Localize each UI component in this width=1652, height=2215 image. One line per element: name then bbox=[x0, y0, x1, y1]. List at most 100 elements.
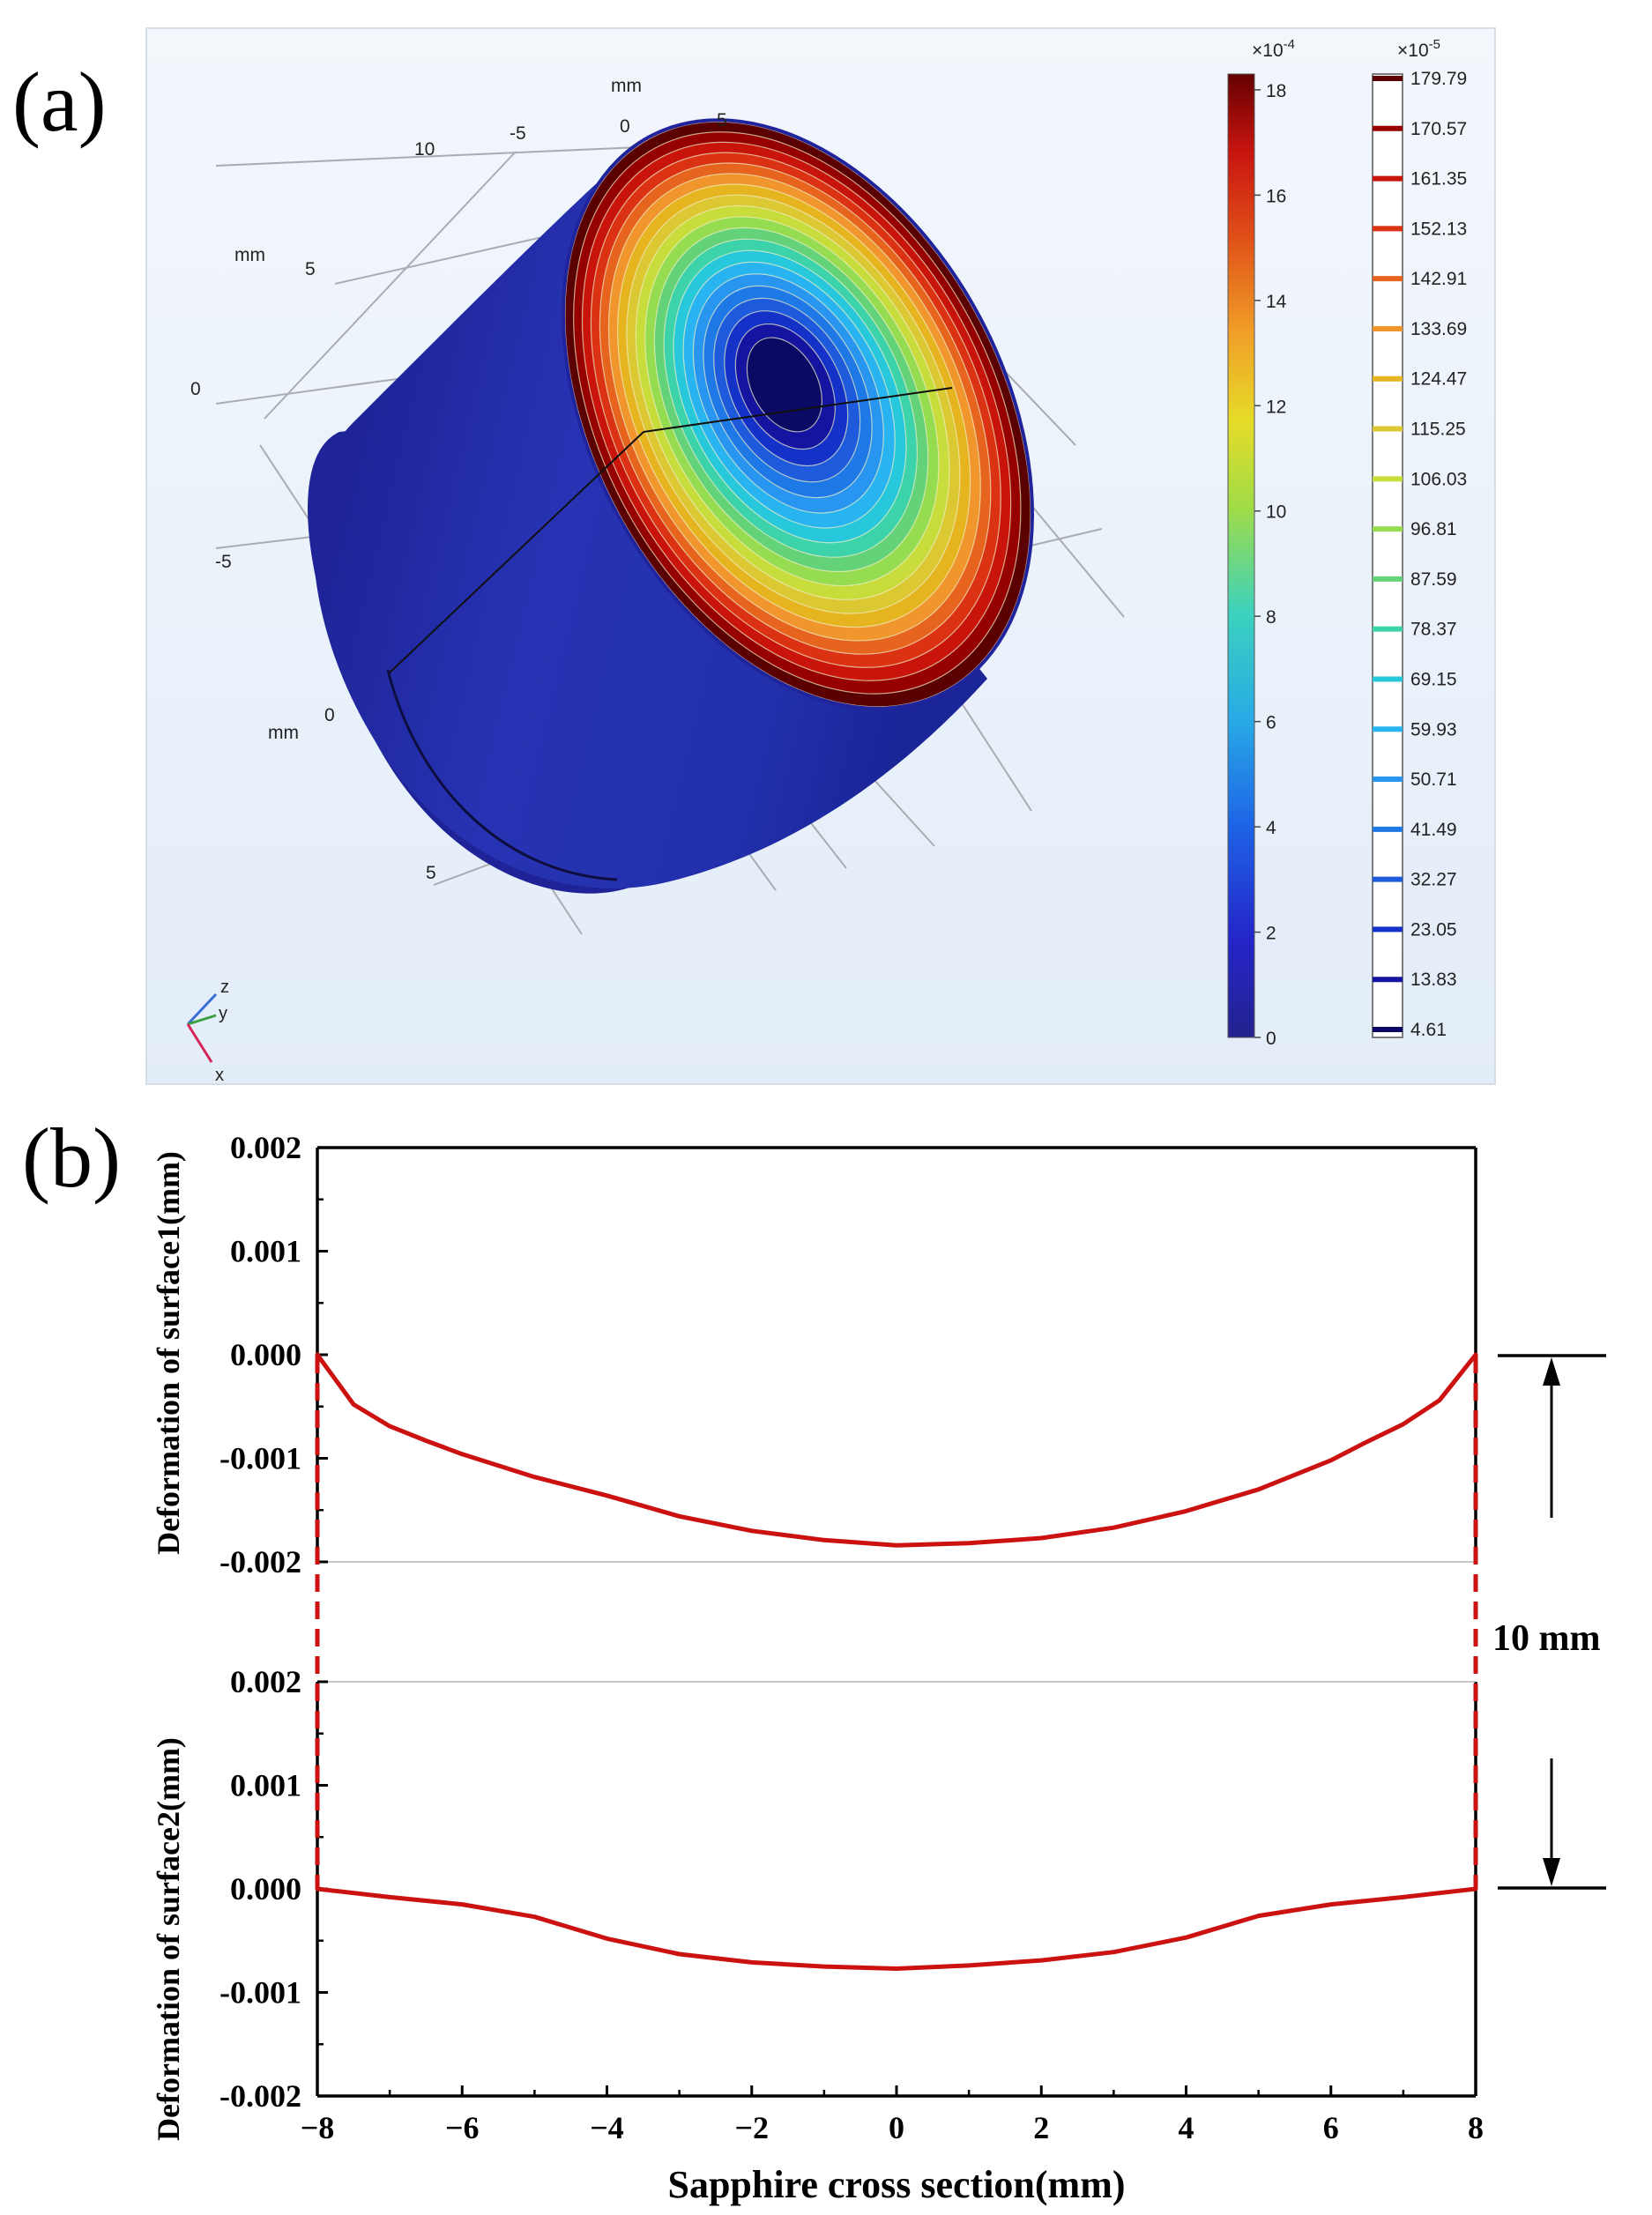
face-diameter-line bbox=[643, 387, 953, 433]
x-axis-title: Sapphire cross section(mm) bbox=[667, 2163, 1125, 2206]
x-tick-label: −4 bbox=[590, 2110, 624, 2145]
y-tick-label: 0.001 bbox=[230, 1768, 301, 1803]
dimension-arrow-up-head bbox=[1543, 1357, 1560, 1386]
sapphire-cylinder bbox=[308, 118, 1035, 894]
body-edge-line bbox=[387, 431, 644, 675]
colorbar2-level-label: 170.57 bbox=[1410, 119, 1467, 139]
panel-label-b: (b) bbox=[22, 1111, 121, 1205]
x-tick-label: 8 bbox=[1468, 2110, 1484, 2145]
surface1-y-axis-title: Deformation of surface1(mm) bbox=[151, 1151, 186, 1555]
y-tick-label: 0.000 bbox=[230, 1871, 301, 1907]
axis-tick-labels: mm 10 -5 0 5 mm 5 0 -5 mm 0 5 bbox=[190, 76, 727, 883]
colorbar2-level-label: 50.71 bbox=[1410, 769, 1457, 790]
colorbar1-tick-label: 0 bbox=[1266, 1029, 1276, 1049]
y-tick-label: -0.001 bbox=[220, 1441, 301, 1476]
surface2-y-axis-title: Deformation of surface2(mm) bbox=[151, 1737, 186, 2141]
colorbar2-level-label: 115.25 bbox=[1410, 420, 1466, 440]
x-tick-label: 6 bbox=[1323, 2110, 1339, 2145]
y-tick-label: -0.002 bbox=[220, 2078, 301, 2114]
panel-label-a: (a) bbox=[12, 55, 107, 149]
x-tick-label: −6 bbox=[445, 2110, 480, 2145]
y-tick-label: -0.002 bbox=[220, 1544, 301, 1579]
colorbar2-exponent-power: -5 bbox=[1429, 37, 1440, 52]
colorbar2-level-label: 4.61 bbox=[1410, 1020, 1447, 1040]
colorbar2-level-label: 161.35 bbox=[1410, 169, 1467, 190]
thickness-annotation: 10 mm bbox=[1492, 1354, 1606, 1890]
colorbar1-tick-label: 2 bbox=[1266, 924, 1276, 944]
axes-triad: z y x bbox=[186, 977, 229, 1085]
colorbar-continuous: ×10-4 18 16 14 12 10 8 6 4 2 0 bbox=[1227, 37, 1295, 1049]
cylinder-outline bbox=[386, 669, 618, 881]
y-tick-label: 0.000 bbox=[230, 1337, 301, 1372]
colorbar1-gradient bbox=[1227, 73, 1255, 1038]
colorbar2-level-label: 124.47 bbox=[1410, 369, 1467, 390]
colorbar2-frame bbox=[1372, 73, 1403, 1038]
colorbar1-tick-label: 4 bbox=[1266, 818, 1276, 838]
x-tick-label: −2 bbox=[734, 2110, 769, 2145]
colorbar-levels: ×10-5 179.79 170.57 161.35 152.13 142.91 133.… bbox=[1372, 37, 1467, 1040]
colorbar2-level-label: 78.37 bbox=[1410, 620, 1457, 640]
colorbar2-level-label: 13.83 bbox=[1410, 970, 1457, 990]
colorbar2-level-label: 179.79 bbox=[1410, 69, 1467, 89]
triad-z-label: z bbox=[220, 977, 229, 997]
y-tick-label: 0.002 bbox=[230, 1130, 301, 1165]
x-tick-label: 2 bbox=[1033, 2110, 1049, 2145]
colorbar1-tick-label: 10 bbox=[1266, 502, 1286, 523]
triad-z-axis bbox=[186, 992, 218, 1026]
top-tick-10: 10 bbox=[414, 139, 435, 160]
x-tick-label: 4 bbox=[1179, 2110, 1194, 2145]
triad-x-label: x bbox=[215, 1066, 224, 1085]
colorbar1-tick-label: 8 bbox=[1266, 607, 1276, 628]
x-axis-ticks: −8 −6 −4 −2 0 2 4 6 8 bbox=[301, 2085, 1484, 2145]
top-tick-0: 0 bbox=[620, 116, 630, 137]
left-axis-unit: mm bbox=[234, 245, 265, 265]
colorbar1-exponent-base: ×10 bbox=[1252, 41, 1284, 61]
dimension-arrow-down-head bbox=[1543, 1858, 1560, 1886]
colorbar2-level-label: 96.81 bbox=[1410, 519, 1457, 539]
series-lines bbox=[315, 1352, 1478, 1971]
surface2-y-ticks: 0.002 0.001 0.000 -0.001 -0.002 bbox=[220, 1664, 328, 2114]
colorbar2-level-label: 152.13 bbox=[1410, 219, 1467, 239]
plot-frames bbox=[316, 1146, 1477, 2098]
x-tick-label: 0 bbox=[889, 2110, 904, 2145]
y-tick-label: 0.001 bbox=[230, 1234, 301, 1269]
surface1-y-ticks: 0.002 0.001 0.000 -0.001 -0.002 bbox=[220, 1130, 328, 1579]
colorbar2-level-label: 32.27 bbox=[1410, 870, 1457, 890]
colorbar2-levels: 179.79 170.57 161.35 152.13 142.91 133.69 124.… bbox=[1373, 69, 1467, 1040]
colorbar1-exponent-power: -4 bbox=[1284, 37, 1295, 52]
colorbar2-level-label: 23.05 bbox=[1410, 919, 1457, 940]
colorbar2-level-label: 69.15 bbox=[1410, 669, 1457, 689]
colorbar2-level-label: 41.49 bbox=[1410, 820, 1457, 840]
colorbar2-level-label: 106.03 bbox=[1410, 469, 1467, 489]
y-tick-label: 0.002 bbox=[230, 1664, 301, 1699]
colorbar2-level-label: 142.91 bbox=[1410, 269, 1467, 289]
triad-y-axis bbox=[187, 1014, 217, 1026]
left-tick-5: 5 bbox=[305, 259, 316, 279]
top-axis-unit: mm bbox=[611, 76, 642, 96]
colorbar1-tick-label: 12 bbox=[1266, 397, 1286, 417]
colorbar2-exponent-base: ×10 bbox=[1397, 41, 1429, 61]
front-tick-5: 5 bbox=[426, 863, 436, 883]
colorbar1-tick-label: 6 bbox=[1266, 713, 1276, 733]
dimension-label: 10 mm bbox=[1492, 1618, 1600, 1659]
colorbar2-level-label: 59.93 bbox=[1410, 719, 1457, 740]
colorbar2-level-label: 87.59 bbox=[1410, 569, 1457, 590]
left-tick-minus5: -5 bbox=[215, 552, 232, 572]
colorbar1-tick-label: 18 bbox=[1266, 81, 1286, 101]
svg-text:×10-5: ×10-5 bbox=[1397, 37, 1440, 61]
triad-x-axis bbox=[186, 1023, 213, 1063]
front-axis-unit: mm bbox=[268, 723, 299, 743]
series-line-surface2 bbox=[315, 1886, 1478, 1971]
top-tick-minus5: -5 bbox=[510, 123, 526, 144]
colorbar1-ticks: 18 16 14 12 10 8 6 4 2 0 bbox=[1254, 81, 1287, 1049]
x-tick-label: −8 bbox=[301, 2110, 335, 2145]
top-tick-5: 5 bbox=[717, 110, 727, 130]
svg-text:×10-4: ×10-4 bbox=[1252, 37, 1295, 61]
colorbar1-tick-label: 14 bbox=[1266, 292, 1287, 312]
left-tick-0: 0 bbox=[190, 379, 201, 399]
front-tick-0: 0 bbox=[324, 705, 335, 725]
series-line-surface1 bbox=[315, 1352, 1478, 1548]
colorbar1-tick-label: 16 bbox=[1266, 186, 1286, 206]
